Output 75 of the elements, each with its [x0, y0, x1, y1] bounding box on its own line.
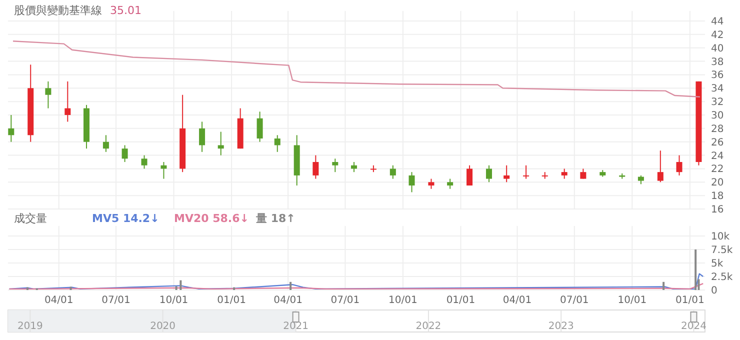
y-tick-label: 16: [711, 204, 724, 216]
candlestick: [504, 164, 510, 183]
candlestick: [256, 111, 263, 142]
chart-title: 股價與變動基準線: [14, 4, 102, 17]
y-tick-label: 10k: [711, 232, 730, 242]
text: MV20 58.6↓: [174, 212, 249, 225]
y-tick-label: 34: [711, 84, 724, 95]
x2-tick-label: 2022: [416, 321, 442, 332]
x-tick-label: 01/01: [676, 295, 704, 306]
line-series: [12, 40, 701, 98]
candlestick: [466, 164, 473, 186]
chart-title: 成交量: [14, 212, 47, 225]
y-tick-label: 24: [711, 150, 724, 162]
candlestick: [657, 150, 664, 183]
candlestick: [580, 168, 586, 180]
candlestick: [561, 168, 568, 180]
x-tick-label: 07/01: [330, 295, 360, 306]
y-tick-label: 20: [711, 178, 724, 189]
candlestick: [676, 154, 682, 176]
y-tick-label: 40: [711, 43, 724, 54]
x-tick-label: 10/01: [388, 295, 418, 306]
text: 35.01: [110, 4, 142, 17]
x-tick-label: 04/01: [502, 295, 532, 306]
x-tick-label: 07/01: [560, 295, 589, 306]
bar: [233, 287, 236, 290]
candlestick: [312, 154, 319, 180]
candlestick: [122, 144, 128, 162]
y-tick-label: 42: [711, 30, 724, 41]
candlestick: [45, 80, 52, 109]
candlestick: [64, 80, 71, 122]
candlestick: [102, 134, 109, 152]
y-tick-label: 5k: [711, 258, 724, 270]
bar: [175, 286, 178, 290]
x-tick-label: 01/01: [446, 295, 476, 306]
y-tick-label: 38: [711, 56, 724, 68]
candlestick: [274, 134, 280, 152]
y-tick-label: 0: [711, 286, 718, 296]
bar: [26, 287, 28, 290]
candlestick: [141, 154, 148, 170]
y-tick-label: 32: [711, 97, 724, 108]
x-tick-label: 10/01: [618, 295, 647, 306]
x-tick-label: 04/01: [274, 295, 302, 306]
x2-tick-label: 2023: [548, 321, 574, 332]
text: MV5 14.2↓: [92, 212, 160, 225]
x-tick-label: 07/01: [102, 295, 130, 306]
x-tick-label: 01/01: [217, 295, 246, 306]
x2-tick-label: 2020: [150, 321, 176, 332]
candlestick: [8, 114, 14, 142]
y-tick-label: 7.5k: [711, 245, 733, 256]
bar: [662, 282, 665, 290]
y-tick-label: 18: [711, 191, 724, 202]
y-tick-label: 30: [711, 110, 724, 122]
bar: [180, 280, 182, 290]
candlestick: [408, 172, 415, 193]
y-tick-label: 44: [711, 16, 724, 28]
bar: [70, 286, 72, 290]
x-tick-label: 10/01: [159, 295, 188, 306]
y-tick-label: 28: [711, 124, 724, 135]
y-tick-label: 2.5k: [711, 272, 733, 283]
bar: [694, 250, 697, 290]
text: 量 18↑: [255, 212, 296, 225]
bar: [290, 282, 292, 290]
y-tick-label: 22: [711, 164, 724, 176]
candlestick: [199, 121, 206, 152]
y-tick-label: 36: [711, 70, 724, 82]
candlestick: [447, 178, 454, 190]
candlestick: [390, 164, 396, 180]
candlestick: [218, 131, 224, 156]
candlestick: [523, 164, 530, 180]
candlestick: [428, 178, 434, 190]
y-tick-label: 26: [711, 137, 724, 148]
x-tick-label: 04/01: [44, 295, 74, 306]
candlestick: [486, 164, 492, 183]
candlestick: [332, 158, 338, 173]
x2-tick-label: 2019: [17, 321, 43, 332]
